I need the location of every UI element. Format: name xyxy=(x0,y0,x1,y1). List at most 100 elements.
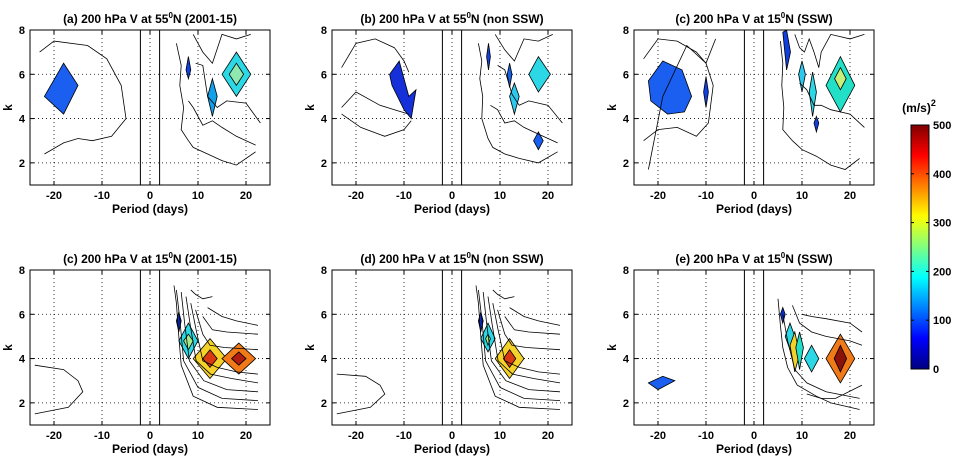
x-axis-label: Period (days) xyxy=(716,442,792,456)
contour-fill xyxy=(228,62,245,87)
y-tick-label: 8 xyxy=(19,25,25,37)
x-tick-label: 0 xyxy=(449,190,455,202)
chart-title: (d) 200 hPa V at 150N (non SSW) xyxy=(360,251,543,266)
contour-line xyxy=(195,62,261,124)
y-tick-label: 2 xyxy=(321,158,327,170)
y-tick-label: 2 xyxy=(321,398,327,410)
y-axis-label: k xyxy=(1,104,15,111)
y-tick-label: 4 xyxy=(321,354,328,366)
plot-area xyxy=(30,30,270,185)
contour-line xyxy=(482,292,561,393)
colorbar: 0 100 200 300 400 500 (m/s)2 xyxy=(902,98,951,376)
x-tick-label: -20 xyxy=(650,430,666,442)
contour-line xyxy=(777,298,860,410)
x-tick-label: 10 xyxy=(494,430,506,442)
contour-line xyxy=(780,41,860,170)
x-tick-label: -10 xyxy=(396,430,412,442)
x-tick-label: -20 xyxy=(348,190,364,202)
contour-line xyxy=(192,33,251,64)
y-tick-label: 4 xyxy=(19,114,26,126)
y-tick-label: 2 xyxy=(19,158,25,170)
x-tick-label: -10 xyxy=(698,430,714,442)
x-tick-label: 10 xyxy=(192,190,204,202)
contour-fill xyxy=(43,62,79,115)
contour-line xyxy=(341,113,412,137)
x-tick-label: 20 xyxy=(542,430,554,442)
contour-fill xyxy=(808,72,817,117)
x-tick-label: 10 xyxy=(796,190,808,202)
y-tick-label: 8 xyxy=(623,25,629,37)
chart-panel-5: -20 -10 0 10 20 2 4 6 8 (d) 200 hPa V at 150N (no… xyxy=(303,251,573,456)
contour-line xyxy=(202,316,259,335)
contour-fill xyxy=(703,76,709,108)
y-tick-label: 8 xyxy=(321,25,327,37)
contour-line xyxy=(195,309,259,351)
contour-fill xyxy=(502,349,517,369)
contour-fill xyxy=(798,60,806,93)
contour-line xyxy=(188,100,256,146)
contour-line xyxy=(643,38,716,64)
x-axis-label: Period (days) xyxy=(716,202,792,216)
contour-fill xyxy=(485,333,491,347)
y-tick-label: 6 xyxy=(623,309,629,321)
colorbar-tick-label: 0 xyxy=(933,364,939,376)
contour-fill xyxy=(647,375,676,391)
contour-line xyxy=(39,40,127,155)
contour-fill xyxy=(231,351,247,366)
contour-line xyxy=(190,289,213,300)
contour-fill xyxy=(185,56,192,81)
y-tick-label: 6 xyxy=(321,69,327,81)
y-tick-label: 6 xyxy=(321,309,327,321)
contour-line xyxy=(475,285,561,410)
x-tick-label: -20 xyxy=(46,190,62,202)
plot-area xyxy=(332,30,572,185)
y-tick-label: 2 xyxy=(623,158,629,170)
chart-title: (e) 200 hPa V at 150N (SSW) xyxy=(675,251,832,266)
chart-title: (b) 200 hPa V at 550N (non SSW) xyxy=(360,11,543,26)
contour-fill xyxy=(528,55,551,93)
contour-line xyxy=(504,316,561,335)
contour-line xyxy=(341,91,409,115)
y-tick-label: 6 xyxy=(19,309,25,321)
contour-content xyxy=(341,30,563,185)
x-tick-label: -10 xyxy=(396,190,412,202)
y-tick-label: 8 xyxy=(321,265,327,277)
contour-fill xyxy=(803,344,820,373)
contour-line xyxy=(176,289,259,401)
y-tick-label: 4 xyxy=(19,354,26,366)
colorbar-gradient xyxy=(910,124,930,370)
contour-line xyxy=(497,65,563,124)
contour-fill xyxy=(795,331,804,370)
y-tick-label: 8 xyxy=(623,265,629,277)
y-axis-label: k xyxy=(605,104,619,111)
colorbar-tick-label: 300 xyxy=(933,218,951,230)
x-tick-label: 20 xyxy=(240,430,252,442)
x-tick-label: 10 xyxy=(192,430,204,442)
x-axis-label: Period (days) xyxy=(112,202,188,216)
y-tick-label: 6 xyxy=(19,69,25,81)
x-tick-label: 10 xyxy=(494,190,506,202)
y-tick-label: 4 xyxy=(623,114,630,126)
chart-panel-1: -20 -10 0 10 20 2 4 6 8 (a) 200 hPa V at 550N (20… xyxy=(1,11,271,216)
contour-line xyxy=(180,292,259,393)
contour-line xyxy=(478,289,561,401)
contour-line xyxy=(806,384,863,399)
contour-line xyxy=(794,33,865,68)
x-tick-label: 0 xyxy=(449,430,455,442)
contour-fill xyxy=(813,115,820,134)
contour-line xyxy=(341,38,410,73)
contour-fill xyxy=(647,60,693,115)
contour-line xyxy=(799,82,865,128)
colorbar-tick-label: 200 xyxy=(933,266,951,278)
y-axis-label: k xyxy=(605,344,619,351)
y-tick-label: 4 xyxy=(321,114,328,126)
y-axis-label: k xyxy=(303,104,317,111)
x-tick-label: 0 xyxy=(147,430,153,442)
contour-line xyxy=(34,364,84,415)
x-tick-label: -10 xyxy=(94,430,110,442)
contour-line xyxy=(336,373,386,415)
contour-line xyxy=(490,104,558,144)
colorbar-tick-label: 500 xyxy=(933,120,951,132)
contour-line xyxy=(492,303,561,375)
